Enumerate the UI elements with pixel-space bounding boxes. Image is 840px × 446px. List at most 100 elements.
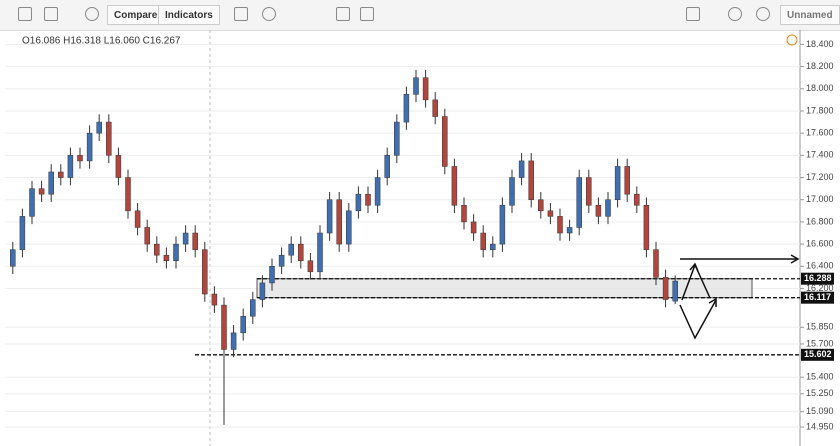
compare-button[interactable]: Compare (107, 5, 165, 25)
candle-body (346, 210, 352, 245)
layout-name[interactable]: Unnamed (780, 5, 840, 25)
candle-body (19, 216, 26, 250)
candle-body (374, 177, 381, 206)
y-tick-label: 14.950 (806, 422, 834, 432)
undo-icon[interactable] (298, 7, 312, 21)
candle-body (365, 193, 371, 206)
candle-body (307, 260, 314, 273)
candle-body (422, 77, 429, 101)
candle-body (221, 304, 227, 350)
y-tick-label: 16.800 (806, 216, 834, 226)
candle-body (182, 232, 189, 245)
y-tick-label: 16.600 (806, 238, 834, 248)
candle-body (538, 199, 544, 212)
cloud-icon[interactable] (728, 7, 742, 21)
candle-body (115, 155, 122, 178)
chart: O16.086 H16.318 L16.060 C16.267 18.400 18… (5, 30, 834, 446)
alert-indicator[interactable] (786, 34, 798, 46)
level-tag (801, 291, 834, 304)
candle-body (566, 227, 573, 234)
y-tick-label: 18.400 (806, 39, 834, 49)
y-tick-label: 17.400 (806, 150, 834, 160)
y-tick-label: 18.200 (806, 61, 834, 71)
candle-body (38, 188, 45, 195)
candle-body (403, 94, 410, 123)
interval-icon[interactable] (18, 7, 32, 21)
level-label: 16.117 (804, 292, 831, 302)
candle-body (557, 216, 563, 234)
y-tick-label: 17.000 (806, 194, 834, 204)
candle-body (134, 210, 141, 228)
upload-icon[interactable] (756, 7, 770, 21)
y-tick-label: 17.200 (806, 172, 834, 182)
y-tick-label: 17.800 (806, 105, 834, 115)
candle-body (154, 243, 160, 256)
candle-body (528, 160, 534, 200)
level-tag (801, 348, 834, 361)
candle-body (86, 132, 93, 162)
y-tick-label: 15.850 (806, 322, 834, 332)
candle-body (672, 280, 678, 302)
candle-body (326, 199, 333, 234)
y-tick-label: 15.700 (806, 338, 834, 348)
candle-body (394, 121, 400, 156)
alert-icon[interactable] (262, 7, 276, 21)
candle-body (58, 171, 64, 178)
candle-body (269, 266, 275, 284)
candle-body (29, 188, 35, 217)
fullscreen-icon[interactable] (336, 7, 350, 21)
candle-body (451, 166, 458, 206)
candle-body (77, 155, 83, 162)
settings-icon[interactable] (85, 7, 99, 21)
level-tag (801, 272, 834, 285)
candle-body (173, 243, 179, 261)
candle-body (384, 155, 390, 178)
candle-body (432, 99, 438, 117)
candle-body (634, 193, 640, 206)
y-tick-label: 17.600 (806, 128, 834, 138)
candle-body (298, 243, 304, 261)
toolbar: Compare Indicators Unnamed (0, 0, 840, 31)
candle-body (509, 177, 515, 206)
ohlc-header: O16.086 H16.318 L16.060 C16.267 (22, 36, 181, 47)
candle-body (240, 315, 246, 334)
template-icon[interactable] (234, 7, 248, 21)
y-tick-label: 16.400 (806, 261, 834, 271)
candle-body (547, 210, 554, 217)
candle-body (288, 243, 294, 256)
candle-body (336, 199, 342, 245)
candle-body (480, 232, 486, 250)
candle-body (211, 293, 218, 306)
replay-icon[interactable] (360, 7, 374, 21)
candle-body (202, 249, 208, 295)
candle-body (499, 205, 506, 245)
annotation-arrows (679, 254, 800, 340)
candle-body (518, 160, 525, 178)
candle-body (192, 232, 198, 250)
candle-body (595, 205, 602, 217)
candle-body (355, 193, 362, 212)
indicators-button[interactable]: Indicators (158, 5, 220, 25)
candle-body (144, 227, 150, 245)
color-icon[interactable] (686, 7, 700, 21)
candle-body (653, 249, 659, 278)
candle-body (106, 121, 112, 156)
candle-body (278, 254, 285, 267)
candle-body (413, 77, 419, 95)
candle-body (317, 232, 323, 273)
candle-body (586, 177, 592, 206)
chart-style-icon[interactable] (44, 7, 58, 21)
candle-body (624, 166, 630, 195)
candle-body (442, 116, 448, 167)
y-tick-label: 15.250 (806, 388, 834, 398)
y-tick-label: 16.200 (806, 283, 834, 293)
y-tick-label: 15.090 (806, 406, 834, 416)
candle-body (643, 205, 650, 250)
candle-body (662, 277, 669, 300)
candle-body (470, 221, 477, 234)
level-label: 16.288 (804, 273, 832, 283)
candle-body (259, 282, 266, 300)
y-tick-label: 15.400 (806, 372, 834, 382)
candle-body (576, 177, 582, 228)
